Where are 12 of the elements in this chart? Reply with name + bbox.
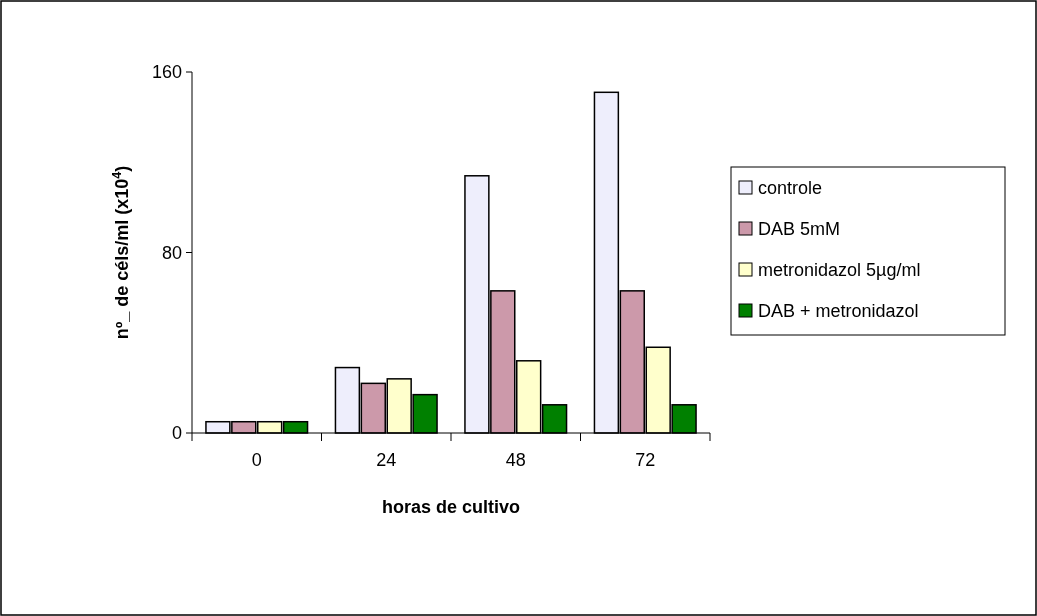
y-tick-label: 80 [161, 242, 182, 263]
x-tick-label: 72 [635, 450, 656, 470]
x-axis-title: horas de cultivo [381, 497, 521, 517]
legend-label: metronidazol 5µg/ml [758, 260, 921, 281]
x-tick-label: 0 [251, 450, 262, 470]
legend-label: DAB 5mM [758, 219, 841, 240]
legend-label: DAB + metronidazol [758, 301, 919, 322]
x-tick-label: 48 [505, 450, 526, 470]
x-tick-label: 24 [376, 450, 397, 470]
y-tick-label: 160 [151, 62, 182, 83]
y-tick-label: 0 [171, 423, 182, 444]
legend-label: controle [758, 178, 823, 199]
